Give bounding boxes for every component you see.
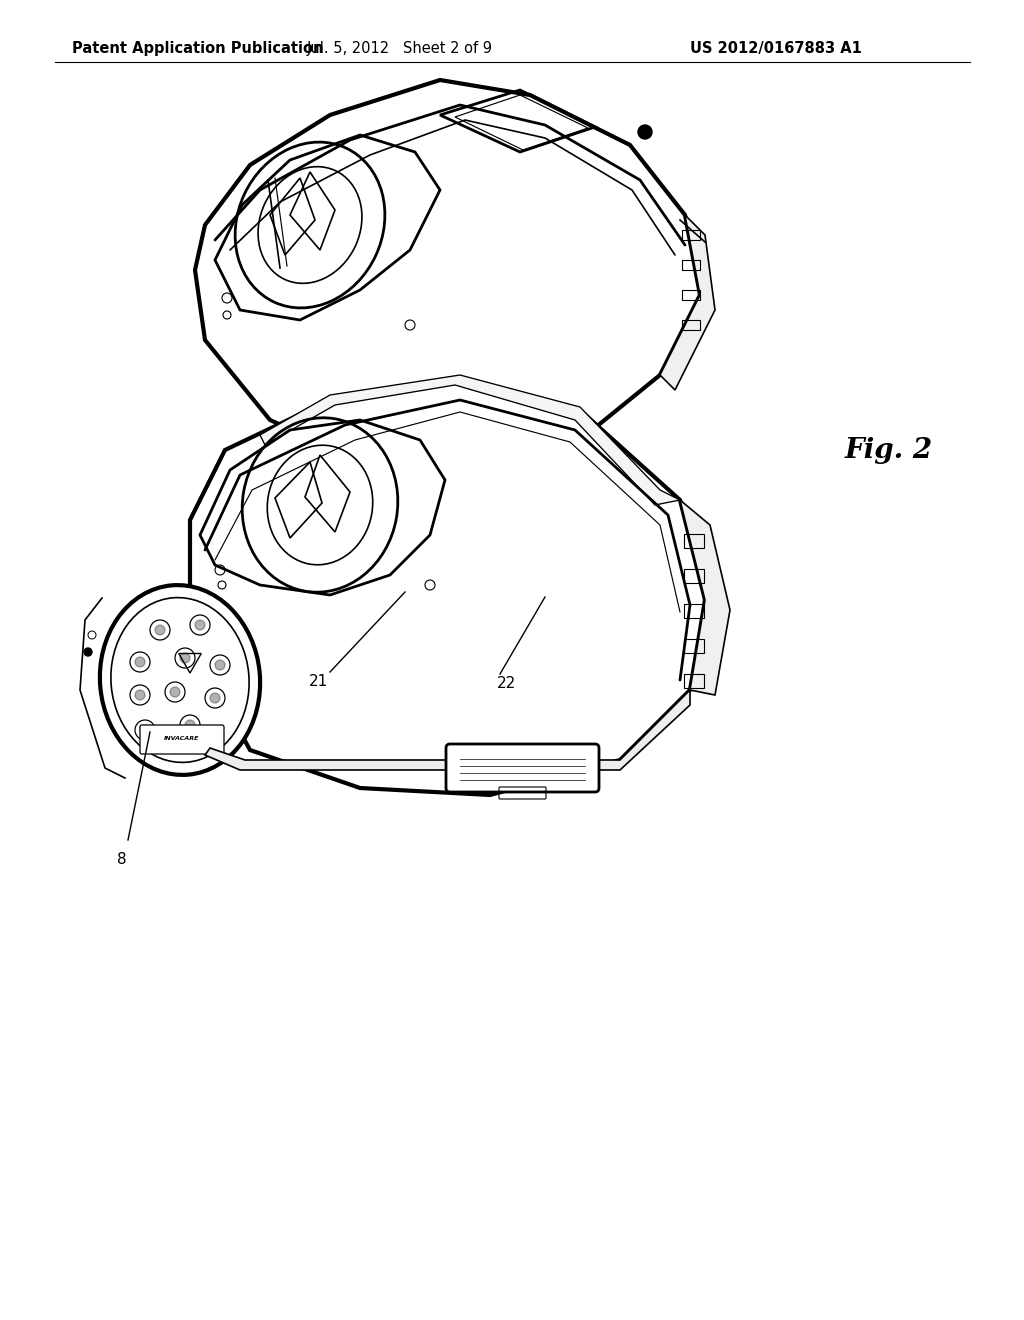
Circle shape xyxy=(135,657,145,667)
Bar xyxy=(682,260,700,271)
Polygon shape xyxy=(190,380,705,795)
Bar xyxy=(684,605,705,618)
Circle shape xyxy=(180,653,190,663)
Circle shape xyxy=(215,660,225,671)
Ellipse shape xyxy=(100,585,260,775)
Text: US 2012/0167883 A1: US 2012/0167883 A1 xyxy=(690,41,862,55)
Circle shape xyxy=(155,624,165,635)
Polygon shape xyxy=(260,375,680,506)
Bar xyxy=(684,535,705,548)
Text: INVACARE: INVACARE xyxy=(164,737,200,742)
Text: 8: 8 xyxy=(117,851,127,867)
Bar xyxy=(682,319,700,330)
Text: 21: 21 xyxy=(308,675,328,689)
Circle shape xyxy=(638,125,652,139)
Circle shape xyxy=(195,620,205,630)
Polygon shape xyxy=(195,81,700,470)
Bar xyxy=(684,675,705,688)
Circle shape xyxy=(210,693,220,704)
Polygon shape xyxy=(205,690,690,770)
Polygon shape xyxy=(660,215,715,389)
Circle shape xyxy=(135,690,145,700)
Circle shape xyxy=(170,686,180,697)
Circle shape xyxy=(185,719,195,730)
Text: Jul. 5, 2012   Sheet 2 of 9: Jul. 5, 2012 Sheet 2 of 9 xyxy=(307,41,493,55)
Bar xyxy=(682,230,700,240)
Text: 22: 22 xyxy=(497,676,516,692)
Circle shape xyxy=(140,725,150,735)
Bar xyxy=(682,290,700,300)
Text: Fig. 2: Fig. 2 xyxy=(845,437,933,463)
Circle shape xyxy=(84,648,92,656)
FancyBboxPatch shape xyxy=(140,725,224,754)
Bar xyxy=(684,639,705,653)
FancyBboxPatch shape xyxy=(446,744,599,792)
Polygon shape xyxy=(680,500,730,696)
Text: Patent Application Publication: Patent Application Publication xyxy=(72,41,324,55)
Bar xyxy=(684,569,705,583)
